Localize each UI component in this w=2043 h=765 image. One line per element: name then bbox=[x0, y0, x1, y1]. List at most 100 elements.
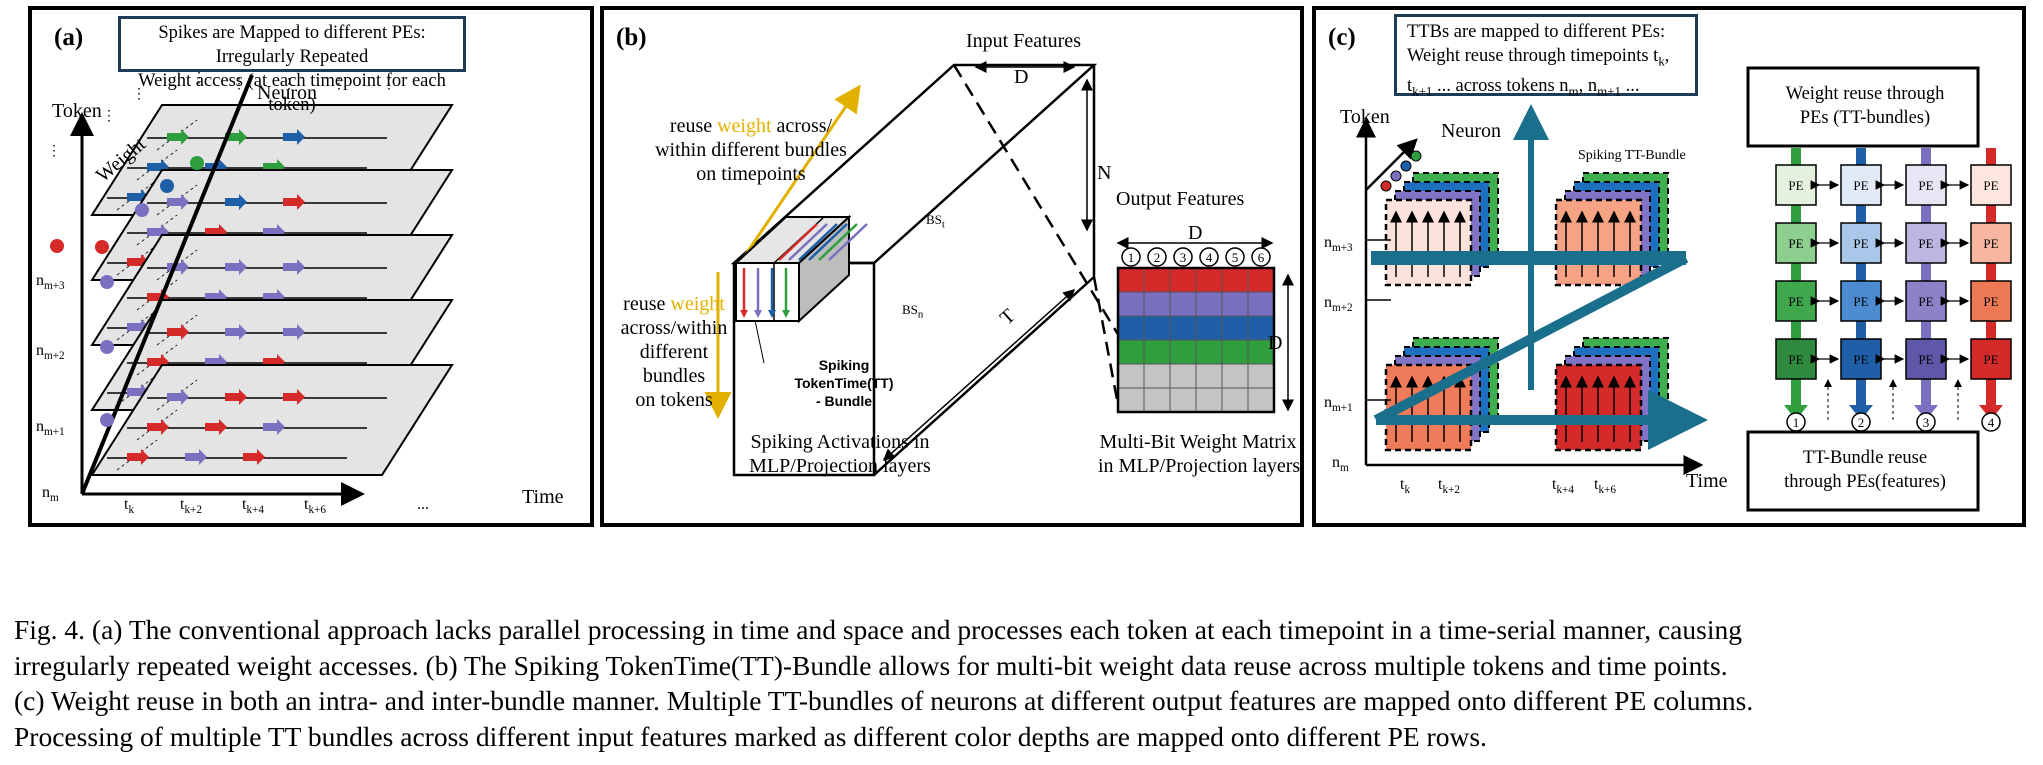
feature-number: 1 bbox=[1128, 250, 1135, 265]
weight-matrix-cell bbox=[1117, 339, 1145, 365]
panel-b-label: (b) bbox=[616, 24, 647, 51]
pe-label: PE bbox=[1983, 178, 1998, 193]
row-label-nm3: nm+3 bbox=[36, 272, 65, 292]
spike-arrow-body bbox=[225, 328, 239, 336]
time-tick: tk+4 bbox=[1552, 476, 1574, 497]
time-axis-label: Time bbox=[522, 486, 564, 508]
spike-arrow-body bbox=[205, 423, 219, 431]
pe-cell bbox=[1775, 222, 1817, 264]
weight-matrix-cell bbox=[1143, 387, 1171, 413]
reuse-text: within different bundles bbox=[655, 139, 847, 161]
row-label: nm+3 bbox=[1324, 234, 1353, 255]
pe-label: PE bbox=[1918, 352, 1933, 367]
neuron-axis-label: Neuron bbox=[257, 82, 317, 104]
pe-column-number: 2 bbox=[1858, 415, 1865, 430]
spike-arrow-body bbox=[127, 323, 141, 331]
spike-arrow-head bbox=[257, 449, 265, 465]
ellipsis-dots: ⋮ bbox=[382, 77, 396, 92]
spike-arrow-body bbox=[147, 358, 161, 366]
weight-ball-purple bbox=[135, 203, 149, 217]
spike-arrow-body bbox=[263, 293, 277, 301]
weight-matrix-cell bbox=[1221, 315, 1249, 341]
spike-arrow-head bbox=[141, 449, 149, 465]
weight-matrix-cell bbox=[1143, 291, 1171, 317]
spike-arrow-body bbox=[225, 133, 239, 141]
feature-number-circle bbox=[1225, 247, 1245, 267]
pe-column-number: 4 bbox=[1988, 415, 1995, 430]
pe-label: PE bbox=[1853, 178, 1868, 193]
spike-arrow-body bbox=[243, 453, 257, 461]
row-label-text: nm+1 bbox=[36, 418, 65, 439]
weight-matrix-cell bbox=[1221, 339, 1249, 365]
pe-bottom-line: through PEs(features) bbox=[1784, 472, 1946, 492]
spike-arrow-body bbox=[283, 198, 297, 206]
token-axis-label: Token bbox=[52, 100, 102, 122]
time-tick: tk+2 bbox=[1438, 476, 1460, 497]
ellipsis-dots: ⋮ bbox=[282, 77, 296, 92]
panel-c-label: (c) bbox=[1328, 24, 1356, 51]
pe-label: PE bbox=[1853, 352, 1868, 367]
spike-arrow-body bbox=[225, 393, 239, 401]
spike-arrow-body bbox=[263, 228, 277, 236]
weight-matrix-cell bbox=[1143, 339, 1171, 365]
panel-a: ⋮ ⋮ ⋮ ⋮ ⋮ ⋮ ⋮ ⋮ (a) Spikes are Mapped to differ… bbox=[28, 6, 594, 527]
spike-arrow-head bbox=[277, 419, 285, 435]
pe-label: PE bbox=[1918, 236, 1933, 251]
spike-arrow-body bbox=[205, 228, 219, 236]
bundle-top-spike bbox=[808, 223, 848, 261]
bundle-spike-head bbox=[782, 310, 790, 318]
pe-bottom-text: TT-Bundle reuse through PEs(features) bbox=[1750, 446, 1980, 494]
weight-matrix-cell bbox=[1195, 339, 1223, 365]
weight-matrix-cell bbox=[1169, 267, 1197, 293]
token-ball-purple bbox=[100, 275, 114, 289]
pe-column-number: 3 bbox=[1923, 415, 1930, 430]
time-tick: ... bbox=[417, 496, 429, 513]
bs-n-label: BSn bbox=[902, 302, 924, 321]
tt-bundle-label-line: Spiking bbox=[818, 357, 870, 373]
pe-label: PE bbox=[1788, 294, 1803, 309]
weight-matrix-cell bbox=[1221, 267, 1249, 293]
spike-arrow-body bbox=[283, 263, 297, 271]
matrix-D-label: D bbox=[1268, 332, 1283, 354]
spike-arrow-body bbox=[127, 388, 141, 396]
time-tick: tk+6 bbox=[304, 496, 326, 517]
spiking-activations-line: Spiking Activations in bbox=[750, 431, 930, 453]
time-axis-label: Time bbox=[1686, 470, 1728, 492]
pe-cell bbox=[1775, 338, 1817, 380]
weight-matrix-cell bbox=[1169, 315, 1197, 341]
dim-D-label: D bbox=[1014, 66, 1029, 88]
weight-matrix-cell bbox=[1117, 291, 1145, 317]
reuse-text: across/within bbox=[620, 317, 728, 339]
spike-arrow-head bbox=[181, 259, 189, 275]
neuron-axis-label: Neuron bbox=[1441, 120, 1501, 142]
spike-arrow-head bbox=[239, 129, 247, 145]
feature-number-circle bbox=[1173, 247, 1193, 267]
reuse-token-text: reuse weight across/within different bun… bbox=[614, 292, 734, 412]
caption-line: irregularly repeated weight accesses. (b… bbox=[14, 649, 1728, 681]
weight-matrix-cell bbox=[1195, 315, 1223, 341]
ball-green bbox=[1410, 150, 1422, 162]
weight-matrix-cell bbox=[1143, 363, 1171, 389]
time-tick: tk+2 bbox=[180, 496, 202, 517]
spike-arrow-body bbox=[167, 393, 181, 401]
weight-matrix-cell bbox=[1117, 315, 1145, 341]
bundle-top-spike bbox=[778, 223, 818, 261]
spike-arrow-head bbox=[239, 324, 247, 340]
spike-arrow-head bbox=[181, 324, 189, 340]
token-ball-purple bbox=[100, 340, 114, 354]
weight-matrix-cell bbox=[1169, 339, 1197, 365]
spike-arrow-body bbox=[167, 198, 181, 206]
row-label-nm1: nm+1 bbox=[36, 418, 65, 438]
panel-a-diagram: ⋮ ⋮ ⋮ ⋮ ⋮ ⋮ ⋮ ⋮ bbox=[47, 71, 454, 506]
spiking-tt-bundle-label: Spiking TT-Bundle bbox=[1578, 148, 1686, 163]
row-label-nm2: nm+2 bbox=[36, 342, 65, 362]
ellipsis-dots: ⋮ bbox=[132, 87, 146, 102]
weight-matrix-border bbox=[1116, 266, 1276, 414]
weight-matrix-cell bbox=[1143, 267, 1171, 293]
caption-line: Processing of multiple TT bundles across… bbox=[14, 720, 1487, 752]
output-features-label: Output Features bbox=[1116, 188, 1245, 210]
pe-label: PE bbox=[1853, 294, 1868, 309]
row-label-text: nm+3 bbox=[36, 272, 65, 293]
figure-caption: Fig. 4. (a) The conventional approach la… bbox=[14, 612, 2029, 754]
spike-arrow-body bbox=[127, 193, 141, 201]
